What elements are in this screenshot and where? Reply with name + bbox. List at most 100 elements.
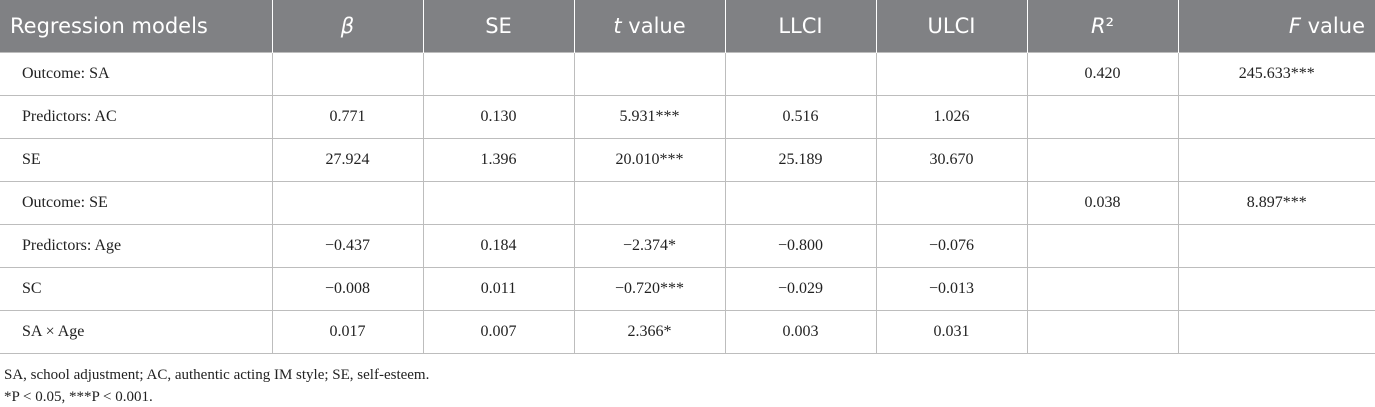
table-cell: 8.897*** xyxy=(1177,181,1375,225)
cell-text: Predictors: AC xyxy=(22,108,117,125)
header-text: LLCI xyxy=(778,14,823,38)
cell-text: 0.420 xyxy=(1084,65,1121,82)
table-cell: 25.189 xyxy=(724,138,877,182)
table-cell: 0.017 xyxy=(271,310,424,354)
cell-text: 1.396 xyxy=(480,151,517,168)
table-cell: 245.633*** xyxy=(1177,52,1375,96)
table-cell xyxy=(1026,310,1179,354)
cell-text: 25.189 xyxy=(778,151,823,168)
table-cell: Outcome: SA xyxy=(0,52,273,96)
header-cell: t value xyxy=(574,0,726,53)
table-cell: Predictors: Age xyxy=(0,224,273,268)
table-cell: −0.029 xyxy=(724,267,877,311)
cell-text: 0.007 xyxy=(480,323,517,340)
table-cell xyxy=(1177,267,1375,311)
cell-text: 2.366* xyxy=(627,323,672,340)
table-cell: 0.184 xyxy=(422,224,575,268)
header-text: β xyxy=(340,14,355,38)
cell-text: −0.437 xyxy=(324,237,371,254)
header-text: ULCI xyxy=(927,14,976,38)
header-cell: ULCI xyxy=(876,0,1028,53)
table-row: SA × Age 0.017 0.007 2.366* 0.003 0.031 xyxy=(0,310,1375,354)
table-cell: 0.516 xyxy=(724,95,877,139)
table-cell: 27.924 xyxy=(271,138,424,182)
cell-text: 1.026 xyxy=(933,108,970,125)
table-cell: −0.013 xyxy=(875,267,1028,311)
table-cell: 30.670 xyxy=(875,138,1028,182)
footnote: *P < 0.05, ***P < 0.001. xyxy=(4,389,153,405)
header-row: Regression models β SE t value LLCI ULCI R² F v… xyxy=(0,0,1375,53)
table-cell: 1.396 xyxy=(422,138,575,182)
cell-text: 0.017 xyxy=(329,323,366,340)
header-text: R² xyxy=(1090,14,1114,38)
table-cell xyxy=(1026,95,1179,139)
table-cell: Predictors: AC xyxy=(0,95,273,139)
table-cell: 0.420 xyxy=(1026,52,1179,96)
table-cell: SA × Age xyxy=(0,310,273,354)
table-cell: 0.130 xyxy=(422,95,575,139)
table-cell xyxy=(1177,310,1375,354)
table-cell: 2.366* xyxy=(573,310,726,354)
header-text: Regression models xyxy=(10,14,208,38)
table-cell: −2.374* xyxy=(573,224,726,268)
header-cell: R² xyxy=(1027,0,1179,53)
regression-table: Regression models β SE t value LLCI ULCI R² F v… xyxy=(0,0,1375,354)
cell-text: 20.010*** xyxy=(615,151,684,168)
header-text: SE xyxy=(485,14,512,38)
header-cell: SE xyxy=(423,0,575,53)
cell-text: 0.003 xyxy=(782,323,819,340)
table-cell xyxy=(875,181,1028,225)
cell-text: 0.038 xyxy=(1084,194,1121,211)
table-cell xyxy=(1026,138,1179,182)
cell-text: 30.670 xyxy=(929,151,974,168)
cell-text: SA × Age xyxy=(22,323,85,340)
table-cell: 0.031 xyxy=(875,310,1028,354)
table-cell: 5.931*** xyxy=(573,95,726,139)
table-body: Outcome: SA 0.420 245.633*** Predictors: AC… xyxy=(0,52,1375,354)
table-cell: −0.076 xyxy=(875,224,1028,268)
cell-text: Outcome: SE xyxy=(22,194,108,211)
table-cell xyxy=(875,52,1028,96)
table-cell: Outcome: SE xyxy=(0,181,273,225)
cell-text: 5.931*** xyxy=(619,108,680,125)
table-cell: −0.720*** xyxy=(573,267,726,311)
table-cell: 0.011 xyxy=(422,267,575,311)
cell-text: 245.633*** xyxy=(1238,65,1315,82)
header-text: F value xyxy=(1288,14,1365,38)
cell-text: 0.011 xyxy=(480,280,517,297)
table-cell: SE xyxy=(0,138,273,182)
cell-text: Predictors: Age xyxy=(22,237,122,254)
header-cell: β xyxy=(272,0,424,53)
table-cell: 0.007 xyxy=(422,310,575,354)
header-cell: Regression models xyxy=(0,0,273,53)
table-cell: −0.437 xyxy=(271,224,424,268)
table-cell: 20.010*** xyxy=(573,138,726,182)
table-cell: −0.008 xyxy=(271,267,424,311)
table-cell xyxy=(271,52,424,96)
table-cell xyxy=(422,52,575,96)
cell-text: 0.516 xyxy=(782,108,819,125)
table-cell xyxy=(1026,224,1179,268)
cell-text: 0.031 xyxy=(933,323,970,340)
table-cell xyxy=(1177,138,1375,182)
cell-text: −0.076 xyxy=(928,237,975,254)
table-row: SE 27.924 1.396 20.010*** 25.189 30.670 xyxy=(0,138,1375,182)
table-cell xyxy=(1177,224,1375,268)
table-cell xyxy=(724,181,877,225)
table-row: Predictors: Age −0.437 0.184 −2.374* −0.800 −… xyxy=(0,224,1375,268)
table-cell: 0.771 xyxy=(271,95,424,139)
table-row: SC −0.008 0.011 −0.720*** −0.029 −0.013 xyxy=(0,267,1375,311)
cell-text: 8.897*** xyxy=(1246,194,1307,211)
table-cell xyxy=(573,181,726,225)
header-cell: F value xyxy=(1178,0,1375,53)
table-cell xyxy=(573,52,726,96)
table-cell xyxy=(1026,267,1179,311)
table-cell xyxy=(1177,95,1375,139)
table-cell: 0.003 xyxy=(724,310,877,354)
cell-text: −0.008 xyxy=(324,280,371,297)
cell-text: 0.771 xyxy=(329,108,366,125)
table-cell: SC xyxy=(0,267,273,311)
cell-text: Outcome: SA xyxy=(22,65,110,82)
header-cell: LLCI xyxy=(725,0,877,53)
